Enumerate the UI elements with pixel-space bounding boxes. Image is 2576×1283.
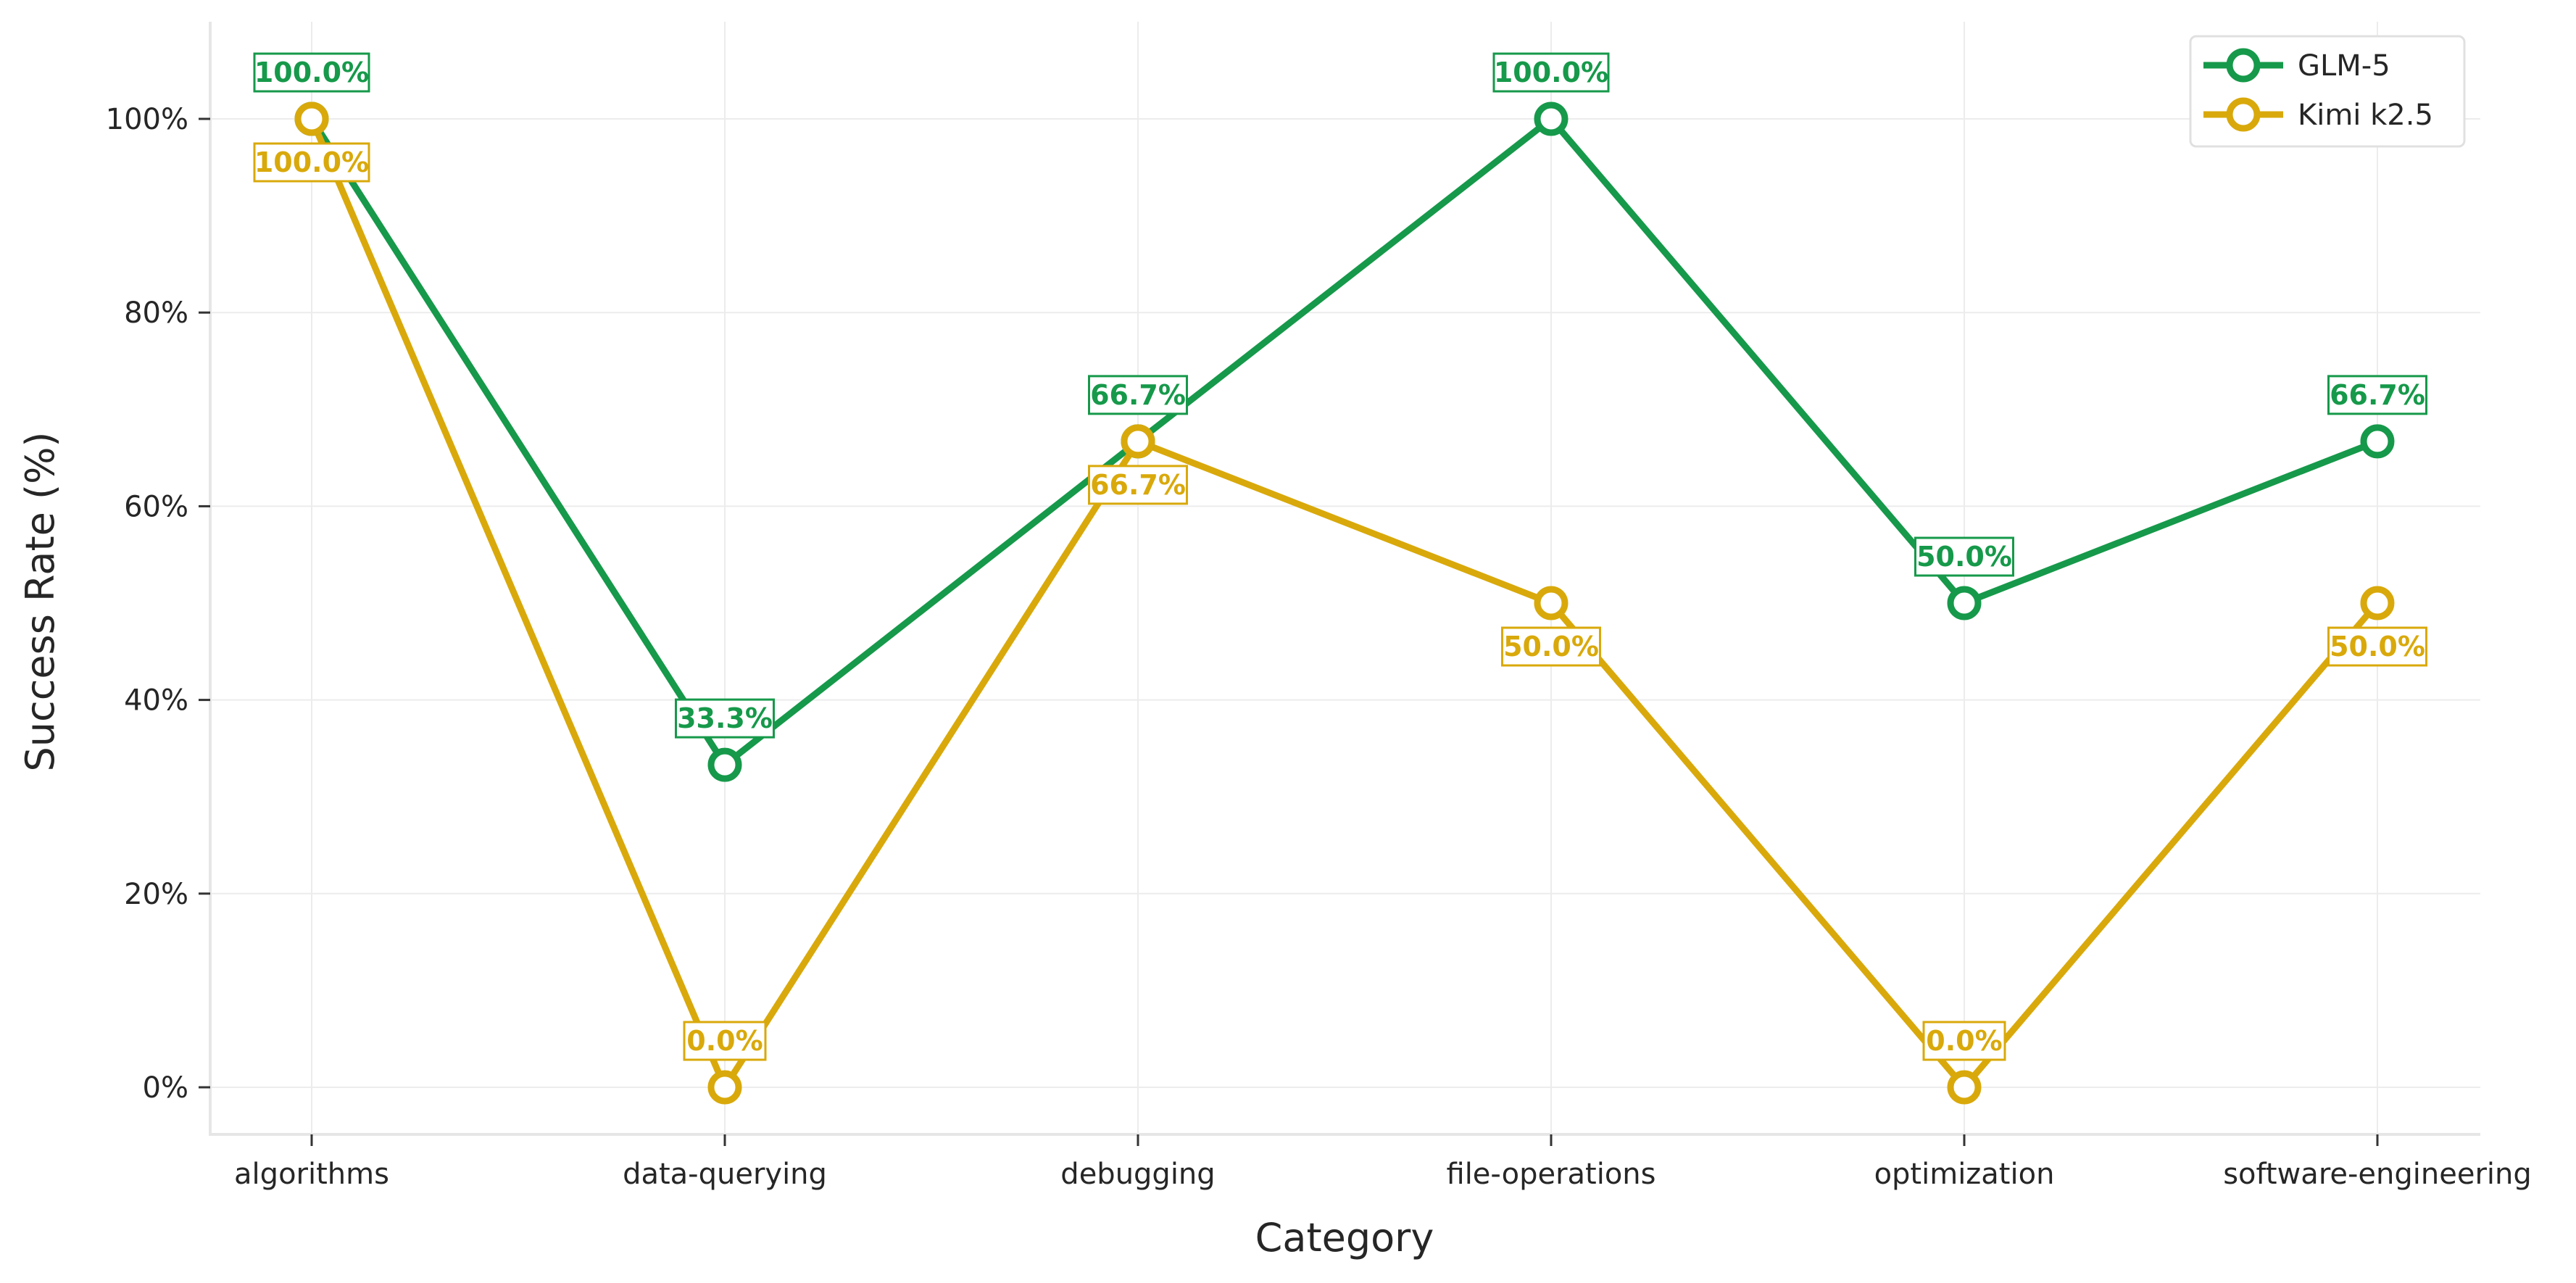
data-labels-layer: 100.0% 33.3% 66.7% 100.0% 50.0% 66.7% 100.0% 0.… — [253, 52, 2427, 1061]
data-point — [294, 101, 329, 136]
series-line-1 — [309, 114, 2379, 770]
data-point — [1947, 1070, 1982, 1105]
y-tick-label: 20% — [124, 878, 188, 911]
y-tick-label: 0% — [143, 1071, 188, 1105]
data-point — [707, 1070, 742, 1105]
data-label: 100.0% — [254, 57, 369, 88]
data-point — [1534, 101, 1569, 136]
legend-marker — [2226, 97, 2261, 132]
y-axis-ticks: 0% 20% 40% 60% 80% 100% — [106, 103, 210, 1105]
data-label-box — [2327, 626, 2427, 667]
axes — [209, 22, 2480, 1136]
data-label-box — [2327, 375, 2427, 415]
y-tick-label: 60% — [124, 490, 188, 523]
data-label-box — [1088, 465, 1188, 505]
x-tick-label: optimization — [1874, 1158, 2055, 1191]
legend: GLM-5 Kimi k2.5 — [2189, 35, 2466, 148]
data-label: 50.0% — [1916, 541, 2012, 573]
data-label-box — [253, 142, 370, 183]
y-axis-title: Success Rate (%) — [17, 432, 63, 772]
legend-marker — [2226, 48, 2261, 83]
data-point — [1121, 424, 1155, 459]
data-label-box — [675, 698, 775, 739]
data-label: 66.7% — [1090, 379, 1186, 411]
x-tick-label: debugging — [1060, 1158, 1215, 1191]
data-point — [1947, 586, 1982, 620]
data-label: 0.0% — [686, 1025, 763, 1057]
data-point — [707, 747, 742, 782]
data-label: 0.0% — [1926, 1025, 2002, 1057]
data-label: 66.7% — [2330, 379, 2425, 411]
data-label-box — [1922, 1021, 2006, 1061]
data-label: 100.0% — [254, 146, 369, 178]
data-label-box — [253, 52, 370, 93]
legend-label: GLM-5 — [2298, 49, 2390, 83]
data-label: 100.0% — [1494, 57, 1608, 88]
data-label-box — [1088, 375, 1188, 415]
x-tick-label: software-engineering — [2223, 1158, 2532, 1191]
x-tick-label: file-operations — [1447, 1158, 1656, 1191]
data-point — [1534, 586, 1569, 620]
x-tick-label: algorithms — [234, 1158, 389, 1191]
x-tick-label: data-querying — [623, 1158, 827, 1191]
series-line-2 — [308, 117, 2380, 1095]
data-label-box — [683, 1021, 767, 1061]
legend-label: Kimi k2.5 — [2298, 99, 2433, 132]
y-tick-label: 100% — [106, 103, 188, 136]
series-layer — [294, 101, 2395, 1105]
data-label-box — [1501, 626, 1601, 667]
data-label-box — [1914, 536, 2014, 577]
data-label: 66.7% — [1090, 469, 1186, 501]
data-label: 33.3% — [677, 702, 773, 734]
data-label: 50.0% — [2330, 631, 2425, 663]
grid-lines — [210, 22, 2480, 1134]
x-axis-title: Category — [1255, 1215, 1434, 1261]
y-tick-label: 80% — [124, 296, 188, 330]
data-point — [2360, 586, 2395, 620]
data-point — [2360, 424, 2395, 459]
y-tick-label: 40% — [124, 684, 188, 718]
x-axis-ticks: algorithms data-querying debugging file-ope… — [234, 1134, 2532, 1191]
data-label-box — [1492, 52, 1610, 93]
data-label: 50.0% — [1503, 631, 1599, 663]
